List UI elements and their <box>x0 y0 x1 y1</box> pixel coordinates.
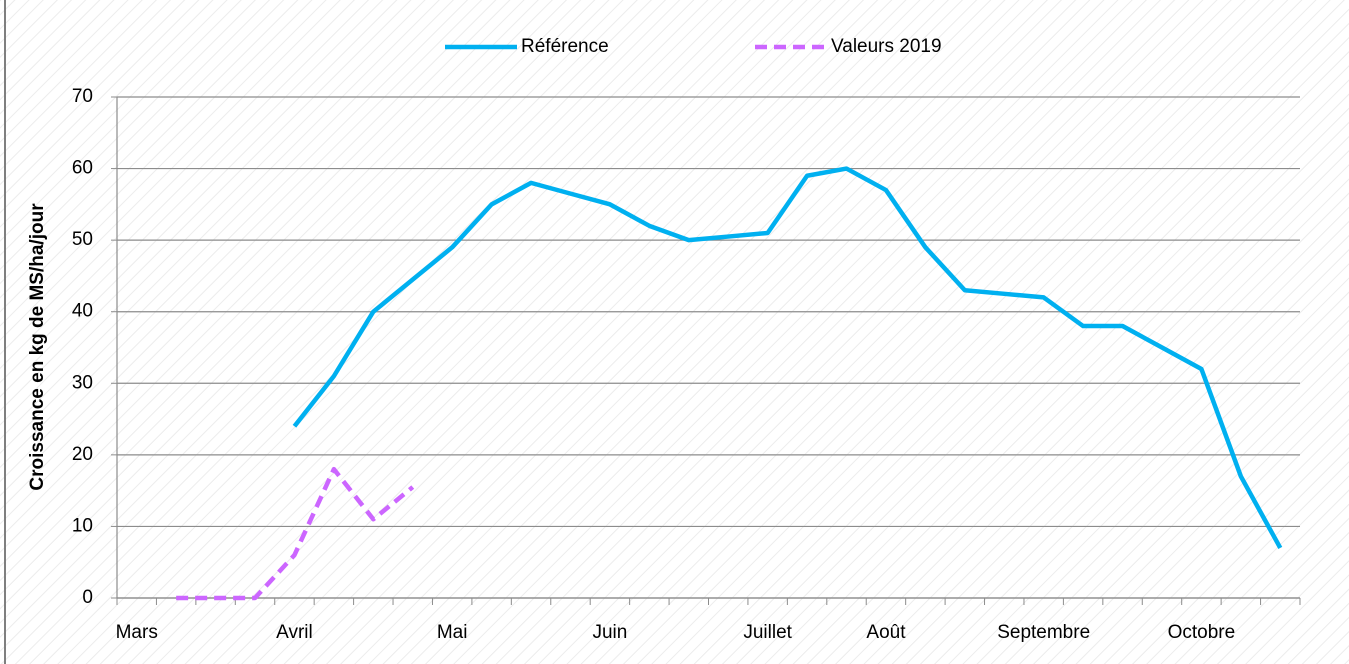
y-tick-label: 70 <box>72 86 93 107</box>
x-tick-label: Octobre <box>1168 622 1236 643</box>
y-tick-label: 20 <box>72 444 93 465</box>
x-tick-label: Juillet <box>743 622 792 643</box>
x-tick-label: Mars <box>116 622 158 643</box>
y-tick-label: 40 <box>72 301 93 322</box>
x-tick-label: Avril <box>276 622 313 643</box>
series-line <box>176 466 415 601</box>
y-tick-label: 50 <box>72 229 93 250</box>
x-tick-label: Mai <box>437 622 468 643</box>
y-tick-label: 30 <box>72 372 93 393</box>
y-tick-label: 10 <box>72 515 93 536</box>
x-tick-label: Septembre <box>997 622 1090 643</box>
x-tick-label: Juin <box>592 622 627 643</box>
y-axis-label: Croissance en kg de MS/ha/jour <box>27 203 48 491</box>
legend-label: Référence <box>521 36 609 57</box>
series-line <box>292 166 1283 549</box>
y-tick-label: 0 <box>82 587 93 608</box>
legend-label: Valeurs 2019 <box>831 36 942 57</box>
x-tick-label: Août <box>866 622 906 643</box>
y-tick-label: 60 <box>72 158 93 179</box>
